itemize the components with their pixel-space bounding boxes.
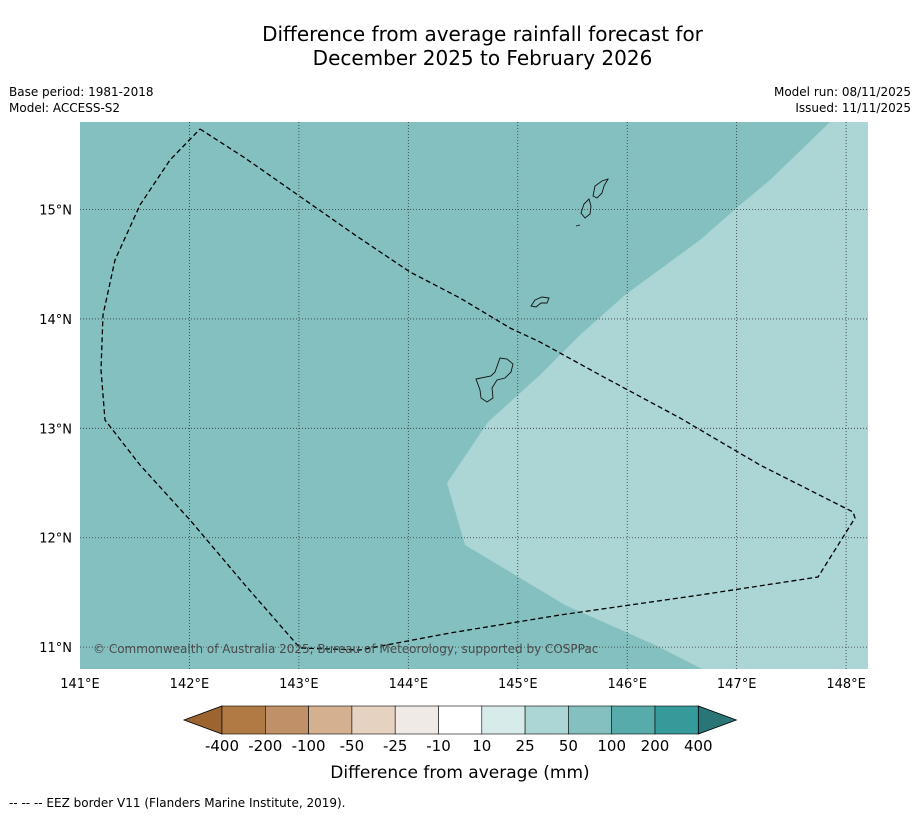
colorbar-tick-label: 25	[516, 737, 535, 755]
colorbar-tick-label: -50	[340, 737, 365, 755]
meta-left: Base period: 1981-2018 Model: ACCESS-S2	[9, 84, 154, 116]
island-guam	[475, 357, 514, 403]
longitude-label: 148°E	[826, 677, 866, 692]
colorbar-tick-label: 50	[559, 737, 578, 755]
colorbar-tick-label: -400	[205, 737, 239, 755]
colorbar-title: Difference from average (mm)	[330, 763, 589, 783]
colorbar-tick-label: -200	[248, 737, 282, 755]
model-name: Model: ACCESS-S2	[9, 101, 121, 115]
colorbar-segment	[264, 705, 309, 735]
colorbar-segment	[438, 705, 483, 735]
latitude-label: 13°N	[39, 422, 72, 437]
longitude-label: 141°E	[60, 677, 100, 692]
eez-footnote: -- -- -- EEZ border V11 (Flanders Marine…	[9, 796, 346, 810]
colorbar-extend-low	[182, 705, 223, 735]
colorbar-segment	[524, 705, 569, 735]
longitude-label: 142°E	[170, 677, 210, 692]
colorbar-segment	[351, 705, 396, 735]
latitude-label: 14°N	[39, 313, 72, 328]
colorbar-extend-high	[697, 705, 738, 735]
island-rota	[530, 296, 550, 308]
colorbar-segment	[308, 705, 353, 735]
meta-right: Model run: 08/11/2025 Issued: 11/11/2025	[774, 84, 911, 116]
map-panel: © Commonwealth of Australia 2025, Bureau…	[80, 122, 868, 669]
colorbar-tick-label: -100	[292, 737, 326, 755]
longitude-label: 145°E	[498, 677, 538, 692]
issued-date: Issued: 11/11/2025	[795, 101, 911, 115]
colorbar-segment	[221, 705, 266, 735]
colorbar-segment	[481, 705, 526, 735]
colorbar-segment	[394, 705, 439, 735]
colorbar-tick-label: 100	[597, 737, 626, 755]
chart-title: Difference from average rainfall forecas…	[0, 22, 919, 70]
title-line-1: Difference from average rainfall forecas…	[262, 22, 703, 46]
rain-zone-25-50	[447, 122, 868, 669]
base-period: Base period: 1981-2018	[9, 85, 154, 99]
longitude-label: 146°E	[607, 677, 647, 692]
longitude-label: 144°E	[389, 677, 429, 692]
latitude-labels: 11°N 12°N 13°N 14°N 15°N	[39, 204, 72, 657]
colorbar-segment	[611, 705, 656, 735]
latitude-label: 11°N	[39, 641, 72, 656]
latitude-label: 12°N	[39, 532, 72, 547]
colorbar-segment	[568, 705, 613, 735]
title-line-2: December 2025 to February 2026	[312, 46, 653, 70]
colorbar-tick-label: -25	[383, 737, 408, 755]
longitude-label: 143°E	[279, 677, 319, 692]
longitude-label: 147°E	[717, 677, 757, 692]
colorbar: -400 -200 -100 -50 -25 -10 10 25 50 100 200 400	[182, 705, 738, 755]
model-run: Model run: 08/11/2025	[773, 85, 911, 99]
graticule	[80, 122, 868, 669]
colorbar-tick-label: -10	[426, 737, 451, 755]
island-tinian	[580, 198, 592, 219]
islands	[475, 178, 609, 403]
colorbar-tick-label: 10	[472, 737, 491, 755]
colorbar-segment	[654, 705, 699, 735]
colorbar-tick-label: 200	[641, 737, 670, 755]
island-aguijan	[575, 224, 581, 227]
eez-border	[100, 128, 856, 651]
latitude-label: 15°N	[39, 204, 72, 219]
colorbar-tick-label: 400	[684, 737, 713, 755]
copyright-text: © Commonwealth of Australia 2025, Bureau…	[93, 642, 598, 656]
island-saipan	[592, 178, 609, 199]
longitude-labels: 141°E 142°E 143°E 144°E 145°E 146°E 147°E 148°E	[60, 677, 866, 692]
